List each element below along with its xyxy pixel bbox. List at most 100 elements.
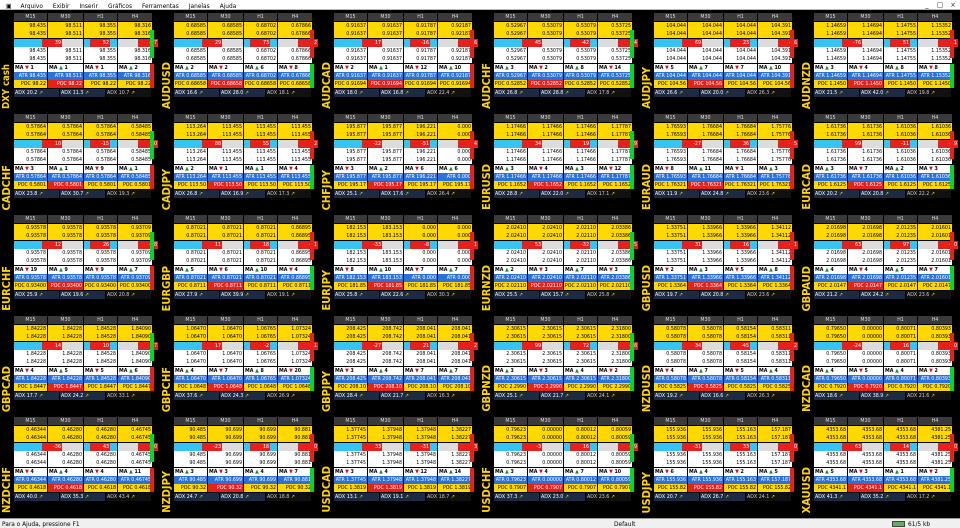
adx-cell: ADX 35.3 ↗ [60,493,105,501]
symbol-panel[interactable]: XAUUSD M15 4353.68 4353.68 4353.68 4353.68 MA … [800,417,958,515]
symbol-panel[interactable]: GBPCHF M15 1.06470 1.06470 1.06470 1.06470 MA … [160,316,318,414]
timeframe-header: M30 [848,316,883,324]
timeframe-header: M15 [174,114,207,122]
ma-label: MA [119,469,128,475]
symbol-panel[interactable]: CADCHF M15 0.57864 0.57864 0.57864 0.57864 MA … [0,114,158,212]
delta-cell: 34 [522,140,542,148]
ma-count: 8 [294,65,298,71]
side-strength-bar [790,333,794,361]
side-strength-bar [150,333,154,361]
value-cell: 0.46280 [84,451,117,459]
app-menu-icon[interactable]: ▣ [6,1,12,10]
symbol-panel[interactable]: AUDCAD M15 0.91637 0.91637 0.91637 0.91637 MA … [320,13,478,111]
ma-count: 10 [260,267,268,273]
timeframe-header: M15 [334,13,367,21]
atr-label: ATR [565,73,575,79]
poc-label: POC [922,384,933,390]
atr-value: 90.699 [225,477,242,483]
poc-value: 2.02110 [576,283,596,289]
trend-arrow-icon: ↗ [930,191,935,197]
timeframe-header: M30 [848,215,883,223]
minimize-icon[interactable]: _ [925,1,929,9]
timeframe-header: H4 [278,215,312,223]
symbol-panel[interactable]: EURJPY M15 182.153 182.153 182.153 182.153 MA … [320,215,478,313]
symbol-panel[interactable]: AUDCHF M15 0.52967 0.52967 0.52967 0.52967 MA … [480,13,638,111]
poc-label: POC [567,485,578,491]
menu-graficos[interactable]: Gráficos [107,1,132,10]
symbol-panel[interactable]: DXY cash M15 98.435 98.435 98.435 98.435 MA ▼ … [0,13,158,111]
value-cell: 113.264 [174,148,207,156]
value-cell: 1.14659 [814,47,847,55]
maximize-icon[interactable]: □ [937,1,943,9]
atr-cell: ATR 4381.25 [918,476,952,484]
quote-cell: 1.34112 [758,224,792,232]
symbol-panel[interactable]: EURNZD M15 2.02410 2.02410 2.02410 2.02410 MA … [480,215,638,313]
quote-cell: 0.53079 [564,22,597,30]
menu-exibir[interactable]: Exibir [52,1,70,10]
close-icon[interactable]: × [950,1,956,9]
symbol-panel[interactable]: EURGBP M15 0.87021 0.87021 0.87021 0.87021 MA … [160,215,318,313]
value-cell: 1.06470 [208,358,243,366]
trend-arrow-icon: ↗ [610,191,615,197]
trend-arrow-icon: ↗ [290,393,295,399]
menu-ajuda[interactable]: Ajuda [219,1,237,10]
menu-arquivo[interactable]: Arquivo [20,1,43,10]
quote-cell: 0.58154 [724,333,757,341]
ma-count: 4 [260,469,264,475]
delta-cell: 18 [250,443,270,451]
side-strength-bar [950,434,954,462]
atr-cell: ATR 1.17466 [494,173,527,181]
symbol-panel[interactable]: EURCHF M15 0.93578 0.93578 0.93578 0.93578 MA … [0,215,158,313]
symbol-panel[interactable]: EURUSD M15 1.17466 1.17466 1.17466 1.17466 MA … [480,114,638,212]
menu-janelas[interactable]: Janelas [188,1,210,10]
arrow-down-icon: ▼ [219,368,223,374]
ma-label: MA [209,368,218,374]
symbol-panel[interactable]: CHFJPY M15 195.877 195.877 195.877 195.877 MA … [320,114,478,212]
symbol-panel[interactable]: USDCAD M15 1.37745 1.37745 1.37745 1.37745 MA … [320,417,478,515]
ma-label: MA [919,166,928,172]
atr-label: ATR [851,376,861,382]
symbol-panel[interactable]: GBPJPY M15 208.425 208.425 208.425 208.425 MA … [320,316,478,414]
adx-label: ADX [701,90,712,96]
arrow-down-icon: ▼ [25,469,29,475]
symbol-panel[interactable]: GBPCAD M15 1.84228 1.84228 1.84228 1.84228 MA … [0,316,158,414]
atr-cell: ATR 98.435 [14,72,47,80]
value-cell: 0.87021 [174,257,207,265]
symbol-panel[interactable]: GBPNZD M15 2.30615 2.30615 2.30615 2.30615 MA … [480,316,638,414]
adx-value: 30.3 [438,292,450,298]
poc-cell: POC 1.6125 [884,181,917,189]
symbol-panel[interactable]: NZDCHF M15 0.46344 0.46344 0.46344 0.46344 MA … [0,417,158,515]
quote-cell: 0.58078 [654,333,687,341]
atr-value: 1.14755 [896,73,916,79]
ma-count: 8 [934,65,938,71]
value-cell: 1.33966 [724,257,757,265]
symbol-panel[interactable]: EURCAD M15 1.61736 1.61736 1.61736 1.61736 MA … [800,114,958,212]
poc-value: 90.32 [228,485,242,491]
symbol-panel[interactable]: GBPAUD M15 2.01698 2.01698 2.01698 2.01698 MA … [800,215,958,313]
adx-label: ADX [541,494,552,500]
quote-cell: 4353.68 [884,434,917,442]
value-cell: 0.80393 [918,358,952,366]
ma-label: MA [599,267,608,273]
symbol-panel[interactable]: AUDJPY M15 104.044 104.044 104.044 104.044 MA … [640,13,798,111]
value-cell: 4353.68 [884,451,917,459]
ma-cell: MA ▲ 7 [688,64,723,72]
symbol-panel[interactable]: GBPUSD M15 1.33751 1.33751 1.33751 1.33751 MA … [640,215,798,313]
menu-inserir[interactable]: Inserir [79,1,98,10]
value-cell: 98.355 [84,55,117,63]
symbol-panel[interactable]: USDJPY M15 155.936 155.936 155.936 155.936 MA … [640,417,798,515]
quote-cell: 0.87021 [244,224,277,232]
symbol-panel[interactable]: CADJPY M15 113.264 113.264 113.264 113.264 MA … [160,114,318,212]
value-cell: 0.00000 [528,459,563,467]
symbol-panel[interactable]: NZDCAD M15 0.79650 0.79650 0.79650 0.79650 MA … [800,316,958,414]
symbol-panel[interactable]: AUDNZD M15 1.14659 1.14659 1.14659 1.14659 MA … [800,13,958,111]
menu-ferramentas[interactable]: Ferramentas [142,1,179,10]
symbol-panel[interactable]: NZDUSD M15 0.58078 0.58078 0.58078 0.58078 MA … [640,316,798,414]
value-cell: 98.355 [84,47,117,55]
symbol-panel[interactable]: USDCHF M15 0.79623 0.79623 0.79623 0.79623 MA … [480,417,638,515]
atr-label: ATR [885,73,895,79]
symbol-panel[interactable]: AUDUSD M15 0.68585 0.68585 0.68585 0.68585 MA … [160,13,318,111]
symbol-panel[interactable]: EURAUD M15 1.76593 1.76593 1.76593 1.76593 MA … [640,114,798,212]
adx-label: ADX [267,191,278,197]
